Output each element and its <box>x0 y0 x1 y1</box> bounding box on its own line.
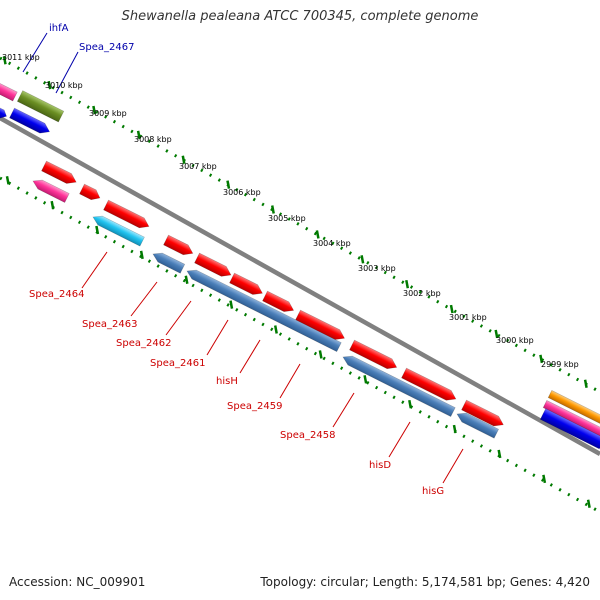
gene-label: hisH <box>216 376 238 387</box>
accession-text: Accession: NC_009901 <box>9 575 146 589</box>
leader-line <box>81 251 108 289</box>
cds-red <box>194 252 232 277</box>
cds-red <box>79 183 101 201</box>
inner-major-tick <box>586 499 591 508</box>
tick-label: 3011 kbp <box>2 53 40 62</box>
leader-line <box>55 51 79 94</box>
tick-label: 3004 kbp <box>313 239 351 248</box>
leader-line <box>442 448 464 484</box>
inner-major-tick <box>452 424 457 434</box>
cds-red <box>41 160 77 184</box>
genome-summary-text: Topology: circular; Length: 5,174,581 bp… <box>260 575 590 589</box>
outer-major-tick <box>539 354 544 364</box>
inner-major-tick <box>542 474 547 484</box>
inner-major-tick <box>5 175 10 185</box>
outer-major-tick <box>583 379 588 388</box>
cds-pink <box>542 400 600 437</box>
tick-label: 3005 kbp <box>268 214 306 223</box>
cds-orange <box>547 390 600 425</box>
cds-red <box>401 367 457 401</box>
gene-label: Spea_2467 <box>79 42 134 53</box>
cds-blue <box>186 269 342 352</box>
leader-line <box>388 421 411 458</box>
feature-layer <box>0 82 600 450</box>
inner-major-tick <box>95 225 100 235</box>
leader-line <box>206 319 229 356</box>
gene-label: hisD <box>369 460 391 471</box>
leader-line <box>279 363 301 399</box>
inner-major-tick <box>408 399 413 409</box>
outer-major-tick <box>494 329 499 339</box>
leader-line <box>239 339 261 374</box>
inner-major-tick <box>229 300 234 309</box>
cds-red <box>103 199 150 229</box>
inner-tick-track <box>0 176 600 514</box>
inner-major-tick <box>184 275 189 284</box>
outer-major-tick <box>270 205 275 214</box>
cds-blue <box>456 412 499 439</box>
outer-major-tick <box>315 230 320 239</box>
gene-label: Spea_2463 <box>82 319 137 330</box>
inner-major-tick <box>363 375 368 384</box>
tick-layer <box>0 55 600 514</box>
leader-line <box>130 281 158 317</box>
cds-pink <box>0 82 18 102</box>
outer-major-tick <box>360 255 365 264</box>
outer-major-tick <box>449 304 454 314</box>
tick-label: 3007 kbp <box>179 162 217 171</box>
gene-label: ihfA <box>49 23 69 34</box>
leader-line <box>332 392 355 428</box>
tick-label: 3000 kbp <box>496 336 534 345</box>
leader-line <box>165 300 192 336</box>
tick-label: 3002 kbp <box>403 289 441 298</box>
gene-label: Spea_2462 <box>116 338 171 349</box>
tick-label: 3003 kbp <box>358 264 396 273</box>
leader-layer <box>22 32 464 484</box>
outer-major-tick <box>181 155 186 164</box>
backbone-layer <box>0 116 600 456</box>
inner-major-tick <box>318 350 323 359</box>
genome-backbone <box>0 116 600 456</box>
tick-label: 3006 kbp <box>223 188 261 197</box>
cds-blue <box>152 252 186 274</box>
cds-navy <box>9 107 51 134</box>
cds-red <box>163 234 194 256</box>
gene-label: hisG <box>422 486 444 497</box>
inner-major-tick <box>497 449 502 459</box>
outer-major-tick <box>92 105 97 115</box>
cds-olive <box>16 90 65 123</box>
tick-label: 3008 kbp <box>134 135 172 144</box>
outer-major-tick <box>136 130 141 140</box>
tick-label-layer: 3011 kbp 3010 kbp 3009 kbp 3008 kbp 3007 kbp… <box>2 53 579 369</box>
gene-label: Spea_2459 <box>227 401 282 412</box>
tick-label: 2999 kbp <box>541 360 579 369</box>
cds-pink <box>32 179 70 203</box>
cds-blue <box>342 355 456 417</box>
cds-cyan <box>92 215 145 247</box>
cds-red <box>262 290 295 312</box>
gene-label: Spea_2458 <box>280 430 335 441</box>
outer-major-tick <box>226 180 231 189</box>
gene-label: Spea_2464 <box>29 289 84 300</box>
gene-label: Spea_2461 <box>150 358 205 369</box>
cds-red <box>295 309 345 340</box>
outer-major-tick <box>2 55 7 65</box>
leader-line <box>22 32 48 73</box>
map-title: Shewanella pealeana ATCC 700345, complet… <box>121 9 479 24</box>
inner-major-tick <box>139 250 144 260</box>
inner-major-tick <box>50 200 55 210</box>
tick-label: 3001 kbp <box>449 313 487 322</box>
outer-major-tick <box>47 80 52 90</box>
tick-label: 3009 kbp <box>89 109 127 118</box>
cds-red <box>229 272 263 295</box>
tick-label: 3010 kbp <box>45 81 83 90</box>
cds-navy <box>539 408 600 450</box>
outer-major-tick <box>405 279 410 289</box>
cds-red <box>349 339 398 370</box>
inner-major-tick <box>273 325 278 334</box>
cds-navy <box>0 105 7 119</box>
cds-red <box>461 399 504 427</box>
gene-label-layer: ihfA Spea_2467 Spea_2464 Spea_2463 Spea_2462… <box>29 23 444 497</box>
